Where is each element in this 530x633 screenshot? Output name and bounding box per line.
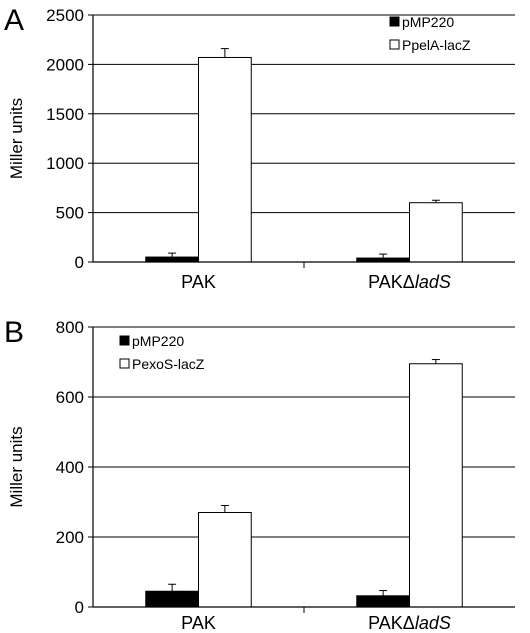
legend-label: PpelA-lacZ	[402, 37, 471, 53]
legend-swatch	[389, 16, 400, 27]
bar	[409, 363, 463, 608]
bar	[198, 512, 252, 608]
x-tick-label: PAK	[181, 613, 216, 633]
bar	[356, 595, 410, 608]
legend-swatch	[119, 335, 130, 346]
bar	[145, 256, 199, 263]
panel-a: A 0 500 1000 1500 2000 2500 Miller units PAK PAKΔ…	[4, 4, 515, 292]
x-tick-label: PAKΔladS	[368, 613, 451, 633]
panel-b: B 0 200 400 600 800 Miller units PAK PAKΔladS pMP…	[4, 316, 515, 633]
x-tick-label: PAKΔladS	[368, 272, 451, 292]
legend-label: pMP220	[132, 333, 184, 349]
y-tick-label: 2500	[46, 6, 84, 25]
y-axis-label: Miller units	[7, 98, 26, 179]
y-tick-label: 500	[56, 204, 84, 223]
y-tick-label: 2000	[46, 55, 84, 74]
y-tick-label: 200	[56, 528, 84, 547]
panel-letter: A	[4, 4, 24, 37]
y-tick-label: 600	[56, 388, 84, 407]
legend-label: pMP220	[402, 14, 454, 30]
bar	[409, 202, 463, 263]
y-tick-label: 800	[56, 318, 84, 337]
bar	[198, 56, 252, 263]
x-tick-label: PAK	[181, 272, 216, 292]
legend-label: PexoS-lacZ	[132, 356, 205, 372]
panel-letter: B	[4, 316, 24, 349]
y-tick-label: 400	[56, 458, 84, 477]
legend-swatch	[119, 358, 130, 369]
y-tick-label: 1500	[46, 105, 84, 124]
y-tick-label: 0	[75, 598, 84, 617]
bar	[145, 590, 199, 608]
legend-swatch	[389, 39, 400, 50]
y-tick-label: 0	[75, 253, 84, 272]
y-tick-label: 1000	[46, 154, 84, 173]
y-axis-label: Miller units	[7, 426, 26, 507]
